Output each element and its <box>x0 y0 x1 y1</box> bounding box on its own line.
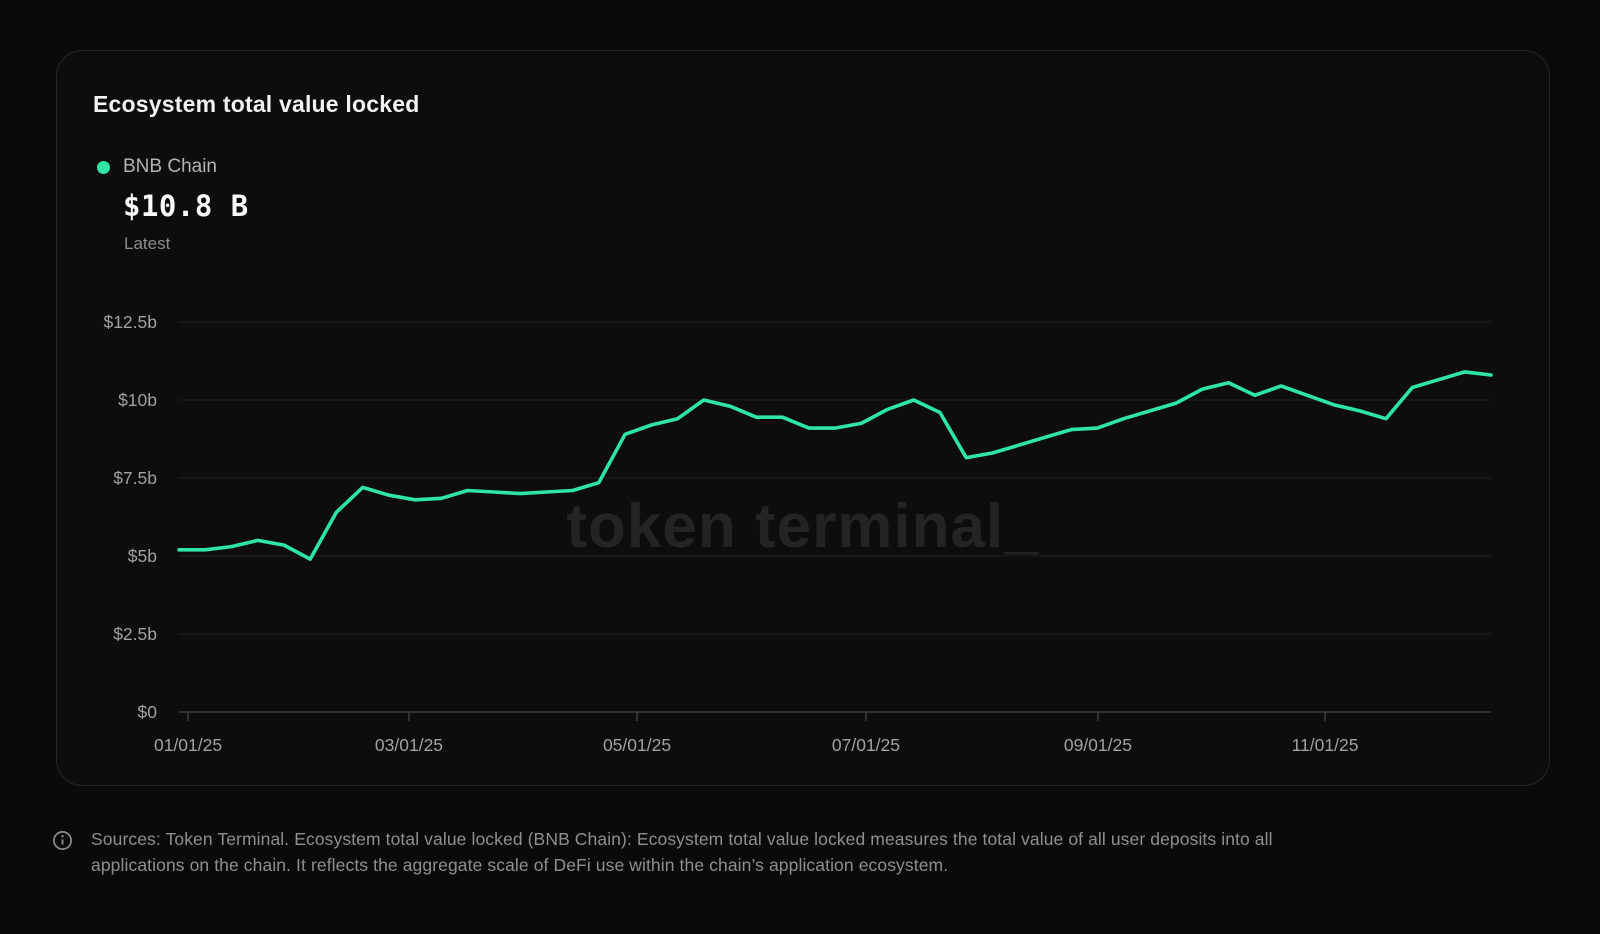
kpi-caption: Latest <box>124 234 171 253</box>
kpi-latest-value: $10.8 B <box>123 189 249 223</box>
legend-series-label: BNB Chain <box>123 156 217 177</box>
token-terminal-watermark: token terminal_ <box>566 492 1040 561</box>
y-axis-label: $10b <box>118 390 157 410</box>
x-axis-label: 03/01/25 <box>375 735 443 755</box>
y-axis-label: $2.5b <box>113 624 157 644</box>
source-note-text: Sources: Token Terminal. Ecosystem total… <box>91 826 1451 878</box>
legend-dot-icon <box>97 160 110 174</box>
y-axis-label: $7.5b <box>113 468 157 488</box>
x-axis-label: 11/01/25 <box>1292 735 1359 755</box>
info-icon <box>53 831 72 850</box>
x-axis-label: 01/01/25 <box>154 735 222 755</box>
tvl-series-line <box>177 370 1493 561</box>
source-note: Sources: Token Terminal. Ecosystem total… <box>52 826 1451 878</box>
legend-item-bnb-chain[interactable]: BNB Chain <box>97 156 217 178</box>
y-axis-label: $5b <box>128 546 157 566</box>
y-axis-label: $0 <box>138 702 158 722</box>
tvl-line-chart[interactable]: $0 $2.5b $5b $7.5b $10b $12.5b 01/01/25 03/01/2… <box>91 311 1531 781</box>
x-axis-label: 09/01/25 <box>1064 735 1132 755</box>
card-title: Ecosystem total value locked <box>93 91 420 117</box>
x-axis-label: 05/01/25 <box>603 735 671 755</box>
source-note-line-1: Sources: Token Terminal. Ecosystem total… <box>91 829 1273 849</box>
x-axis-label: 07/01/25 <box>832 735 900 755</box>
source-note-line-2: applications on the chain. It reflects t… <box>91 855 949 875</box>
y-axis-label: $12.5b <box>103 312 157 332</box>
chart-card: Ecosystem total value locked BNB Chain $… <box>56 50 1550 786</box>
